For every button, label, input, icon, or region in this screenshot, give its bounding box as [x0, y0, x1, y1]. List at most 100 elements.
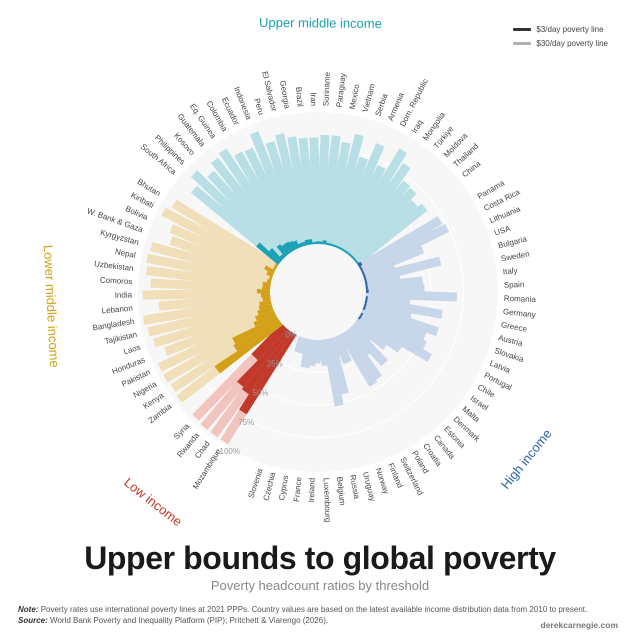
country-label-dom-republic: Dom. Republic [398, 77, 430, 128]
bar-30-t-rkiye [344, 180, 411, 258]
source-text: World Bank Poverty and Inequality Platfo… [50, 616, 329, 625]
group-label-lower-middle-income: Lower middle income [41, 245, 63, 368]
bar-30-kiribati [161, 207, 278, 274]
country-label-sweden: Sweden [500, 249, 530, 263]
axis-tick-100: 100% [220, 447, 240, 456]
country-label-greece: Greece [500, 320, 528, 334]
source-label: Source: [18, 616, 48, 625]
country-label-india: India [115, 290, 133, 299]
chart-subtitle: Poverty headcount ratios by threshold [210, 578, 430, 593]
country-label-austria: Austria [497, 333, 524, 348]
legend-swatch-3-day [513, 27, 532, 31]
country-label-cyprus: Cyprus [277, 474, 290, 501]
bar-30-philippines [190, 170, 287, 263]
bar-30-brazil [298, 137, 318, 245]
country-label-luxembourg: Luxembourg [322, 478, 333, 523]
country-label-ireland: Ireland [307, 478, 317, 503]
country-label-bulgaria: Bulgaria [497, 234, 528, 250]
group-label-upper-middle-income: Upper middle income [259, 15, 382, 31]
bar-30-bolivia [169, 224, 276, 278]
legend-item-30-day: $30/day poverty line [513, 36, 608, 50]
country-label-usa: USA [493, 224, 512, 238]
legend-label-30-day: $30/day poverty line [536, 38, 608, 48]
bar-30-georgia [287, 136, 315, 246]
bar-30-mongolia [341, 163, 411, 256]
country-label-romania: Romania [504, 294, 537, 304]
bar-3-mozambique [239, 330, 297, 415]
bar-30-dom-republic [335, 164, 386, 252]
bar-30-comoros [150, 278, 271, 294]
bar-30-romania [365, 289, 458, 302]
legend-label-3-day: $3/day poverty line [536, 24, 604, 34]
bar-30-costa-rica [358, 223, 450, 275]
bar-30-iran [309, 137, 322, 245]
country-label-laos: Laos [122, 343, 141, 357]
country-label-paraguay: Paraguay [335, 73, 348, 108]
bar-30-china [352, 203, 428, 266]
source-line: Source: World Bank Poverty and Inequalit… [18, 615, 628, 626]
axis-tick-0: 0% [285, 330, 297, 339]
bar-30-tajikistan [147, 298, 273, 337]
country-label-czechia: Czechia [262, 471, 278, 502]
country-label-georgia: Georgia [278, 80, 292, 110]
bar-30-ecuador [244, 147, 302, 251]
legend-item-3-day: $3/day poverty line [513, 22, 608, 36]
bar-30-el-salvador [275, 133, 311, 247]
axis-tick-25: 25% [267, 359, 283, 368]
bar-30-panama [357, 216, 443, 272]
country-label-france: France [292, 476, 304, 502]
bar-30-slovenia [294, 336, 308, 354]
group-label-low-income: Low income [121, 475, 185, 530]
country-label-mexico: Mexico [348, 83, 362, 110]
axis-tick-75: 75% [238, 418, 254, 427]
country-label-italy: Italy [502, 266, 518, 276]
bar-30-moldova [347, 187, 417, 261]
bar-30-indonesia [249, 131, 305, 250]
legend-swatch-30-day [513, 41, 532, 45]
country-label-bangladesh: Bangladesh [92, 317, 135, 333]
country-label-spain: Spain [504, 280, 525, 290]
bar-3-china [352, 257, 360, 266]
site-credit: derekcarnegie.com [540, 620, 618, 630]
bar-30-armenia [332, 143, 385, 250]
bar-30-eq-guinea [218, 148, 295, 255]
country-label-lebanon: Lebanon [101, 304, 133, 316]
bar-30-bhutan [171, 199, 280, 271]
country-label-belgium: Belgium [335, 476, 347, 506]
bar-3-bhutan [272, 261, 280, 271]
bar-30-iraq [338, 148, 407, 254]
bar-30-nepal [146, 253, 272, 288]
bar-30-uzbekistan [145, 266, 271, 291]
footnotes: Note: Poverty rates use international po… [18, 604, 628, 626]
legend: $3/day poverty line $30/day poverty line [513, 22, 608, 50]
bar-30-peru [265, 140, 308, 248]
bar-30-vietnam [325, 133, 364, 247]
country-label-comoros: Comoros [100, 275, 133, 286]
country-label-suriname: Suriname [321, 71, 332, 106]
bar-30-kosovo [207, 170, 290, 260]
bar-30-lebanon [158, 291, 271, 311]
country-label-uzbekistan: Uzbekistan [94, 259, 134, 273]
bar-30-mexico [322, 141, 351, 246]
country-label-peru: Peru [252, 97, 266, 116]
axis-tick-50: 50% [252, 389, 268, 398]
country-label-russia: Russia [348, 474, 361, 500]
bar-30-w-bank-gaza [169, 236, 275, 281]
bar-30-serbia [329, 156, 369, 249]
country-label-uruguay: Uruguay [361, 471, 377, 503]
country-label-germany: Germany [502, 307, 536, 319]
note-label: Note: [18, 605, 39, 614]
bar-30-india [142, 288, 271, 300]
group-label-high-income: High income [498, 426, 555, 492]
bar-30-bangladesh [142, 295, 272, 325]
bar-30-guatemala [210, 157, 292, 258]
note-text: Poverty rates use international poverty … [40, 605, 588, 614]
bar-30-paraguay [319, 135, 341, 245]
bar-30-colombia [234, 151, 298, 253]
chart-title: Upper bounds to global poverty [84, 540, 556, 576]
note-line: Note: Poverty rates use international po… [18, 604, 628, 615]
bar-30-suriname [315, 134, 330, 245]
country-label-brazil: Brazil [294, 86, 305, 107]
country-label-nepal: Nepal [114, 247, 136, 260]
